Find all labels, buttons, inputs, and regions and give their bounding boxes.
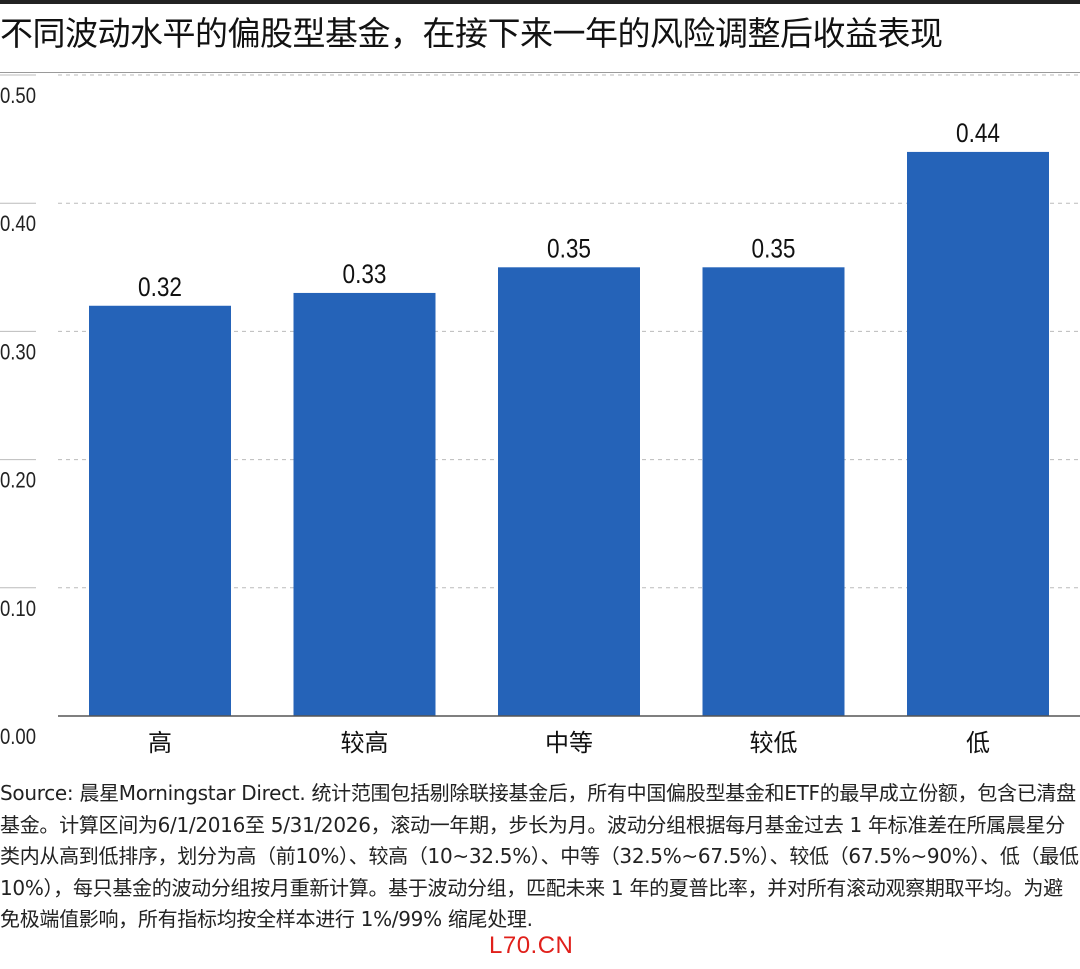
title-divider <box>0 72 1080 73</box>
data-label: 0.44 <box>956 118 1000 148</box>
y-tick-label: 0.00 <box>0 724 36 749</box>
data-label: 0.35 <box>547 233 591 263</box>
bar <box>907 151 1049 717</box>
category-label: 中等 <box>545 729 593 757</box>
data-label: 0.33 <box>343 259 387 289</box>
bar <box>702 267 845 716</box>
chart-title: 不同波动水平的偏股型基金，在接下来一年的风险调整后收益表现 <box>0 14 943 53</box>
category-label: 高 <box>148 729 172 757</box>
y-tick-label: 0.20 <box>0 468 36 493</box>
source-note: Source: 晨星Morningstar Direct. 统计范围包括剔除联接… <box>0 781 1079 931</box>
y-tick-label: 0.10 <box>0 596 36 621</box>
data-label: 0.32 <box>138 272 182 302</box>
y-tick-label: 0.30 <box>0 339 36 364</box>
bar <box>498 267 640 716</box>
y-tick-label: 0.40 <box>0 211 36 236</box>
category-label: 低 <box>966 729 990 757</box>
data-label: 0.35 <box>752 233 796 263</box>
bar <box>293 292 436 716</box>
watermark: L70.CN <box>489 932 574 959</box>
category-label: 较高 <box>341 729 389 757</box>
bar <box>89 305 231 716</box>
top-rule <box>0 0 1080 4</box>
category-label: 较低 <box>750 729 798 757</box>
y-tick-label: 0.50 <box>0 83 36 108</box>
bar-chart: 0.00 0.10 0.20 0.30 0.40 0.50 0.32 高 0.33 较高 0.35 中… <box>0 74 1080 757</box>
